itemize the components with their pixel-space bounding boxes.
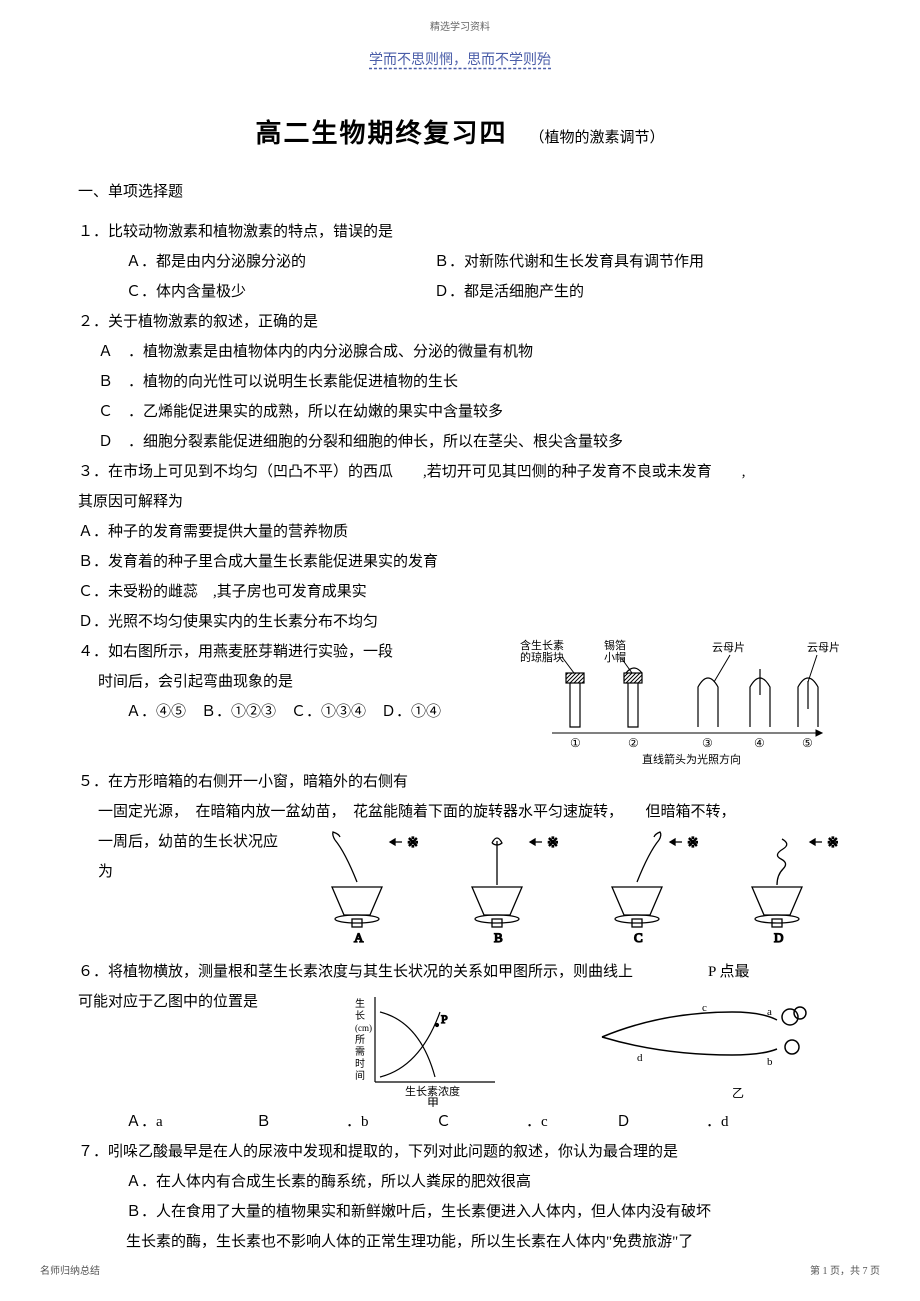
- q4-stem1: ４．如右图所示，用燕麦胚芽鞘进行实验，一段: [78, 637, 512, 667]
- q2-opt-b: Ｂ ．植物的向光性可以说明生长素能促进植物的生长: [78, 367, 842, 397]
- q3-stem: ３．在市场上可见到不均匀（凹凸不平）的西瓜 ,若切开可见其凹侧的种子发育不良或未…: [78, 457, 842, 487]
- title-sub: （植物的激素调节）: [530, 130, 665, 146]
- q6-opt-d: Ｄ ．d: [616, 1107, 729, 1137]
- q1-opt-c: Ｃ．体内含量极少: [126, 277, 386, 307]
- question-1: １．比较动物激素和植物激素的特点，错误的是 Ａ．都是由内分泌腺分泌的 Ｂ．对新陈…: [78, 217, 842, 307]
- q1-opt-b: Ｂ．对新陈代谢和生长发育具有调节作用: [434, 247, 704, 277]
- svg-text:需: 需: [355, 1046, 365, 1058]
- q3-opt-c: Ｃ．未受粉的雌蕊 ,其子房也可发育成果实: [78, 577, 842, 607]
- svg-text:①: ①: [570, 736, 581, 750]
- q3-opt-d: Ｄ．光照不均匀使果实内的生长素分布不均匀: [78, 607, 842, 637]
- question-6: ６．将植物横放，测量根和茎生长素浓度与其生长状况的关系如甲图所示，则曲线上 P …: [78, 957, 842, 1137]
- q2-stem: ２．关于植物激素的叙述，正确的是: [78, 307, 842, 337]
- q7-opt-a: Ａ．在人体内有合成生长素的酶系统，所以人粪尿的肥效很高: [78, 1167, 842, 1197]
- svg-text:a: a: [767, 1006, 772, 1018]
- svg-text:长: 长: [355, 1010, 365, 1022]
- q5-stem2: 一固定光源， 在暗箱内放一盆幼苗， 花盆能随着下面的旋转器水平匀速旋转， 但暗箱…: [78, 797, 842, 827]
- svg-text:所: 所: [355, 1034, 365, 1046]
- title-main: 高二生物期终复习四: [255, 119, 507, 148]
- q7-opt-b2: 生长素的酶，生长素也不影响人体的正常生理功能，所以生长素在人体内"免费旅游"了: [78, 1227, 842, 1257]
- question-4: ４．如右图所示，用燕麦胚芽鞘进行实验，一段 时间后，会引起弯曲现象的是 Ａ．④⑤…: [78, 637, 842, 767]
- q3-stem2: 其原因可解释为: [78, 487, 842, 517]
- svg-text:含生长素: 含生长素: [520, 638, 564, 652]
- q4-stem2: 时间后，会引起弯曲现象的是: [78, 667, 512, 697]
- q4-figure: 含生长素 的琼脂块 锡箔 小帽 云母片 云母片: [512, 637, 842, 767]
- svg-text:D: D: [774, 930, 783, 945]
- svg-text:时: 时: [355, 1058, 365, 1070]
- svg-text:C: C: [634, 930, 643, 945]
- svg-text:※: ※: [407, 836, 419, 851]
- svg-text:A: A: [354, 930, 364, 945]
- svg-text:b: b: [767, 1056, 773, 1068]
- svg-text:c: c: [702, 1002, 707, 1014]
- question-5: ５．在方形暗箱的右侧开一小窗，暗箱外的右侧有 一固定光源， 在暗箱内放一盆幼苗，…: [78, 767, 842, 947]
- svg-text:小帽: 小帽: [604, 651, 626, 664]
- motto: 学而不思则惘，思而不学则殆: [78, 49, 842, 69]
- q1-opt-d: Ｄ．都是活细胞产生的: [434, 277, 584, 307]
- svg-text:甲: 甲: [427, 1096, 439, 1107]
- question-2: ２．关于植物激素的叙述，正确的是 Ａ ．植物激素是由植物体内的内分泌腺合成、分泌…: [78, 307, 842, 457]
- q3-opt-a: Ａ．种子的发育需要提供大量的营养物质: [78, 517, 842, 547]
- svg-text:②: ②: [628, 736, 639, 750]
- svg-text:※: ※: [687, 836, 699, 851]
- q6-figure-right: c a d b 乙: [582, 987, 842, 1107]
- footer-left: 名师归纳总结: [40, 1262, 100, 1277]
- q2-opt-a: Ａ ．植物激素是由植物体内的内分泌腺合成、分泌的微量有机物: [78, 337, 842, 367]
- q1-opt-a: Ａ．都是由内分泌腺分泌的: [126, 247, 386, 277]
- svg-text:※: ※: [827, 836, 839, 851]
- svg-text:的琼脂块: 的琼脂块: [520, 650, 564, 664]
- q4-opts: Ａ．④⑤ Ｂ．①②③ Ｃ．①③④ Ｄ．①④: [78, 697, 512, 727]
- svg-text:云母片: 云母片: [712, 641, 745, 654]
- svg-text:乙: 乙: [732, 1086, 744, 1100]
- svg-text:P: P: [441, 1012, 448, 1026]
- svg-text:B: B: [494, 930, 503, 945]
- q5-stem3: 一周后，幼苗的生长状况应为: [78, 827, 282, 947]
- question-3: ３．在市场上可见到不均匀（凹凸不平）的西瓜 ,若切开可见其凹侧的种子发育不良或未…: [78, 457, 842, 637]
- svg-text:d: d: [637, 1052, 643, 1064]
- svg-text:云母片: 云母片: [807, 641, 840, 654]
- q6-stem: ６．将植物横放，测量根和茎生长素浓度与其生长状况的关系如甲图所示，则曲线上 P …: [78, 957, 842, 987]
- q1-stem: １．比较动物激素和植物激素的特点，错误的是: [78, 217, 842, 247]
- q6-figure-left: P 生 长 (cm) 所 需 时 间 生长素浓度 甲: [345, 987, 515, 1107]
- svg-text:※: ※: [547, 836, 559, 851]
- svg-text:锡箔: 锡箔: [604, 638, 626, 652]
- question-7: ７．吲哚乙酸最早是在人的尿液中发现和提取的，下列对此问题的叙述，你认为最合理的是…: [78, 1137, 842, 1257]
- svg-text:⑤: ⑤: [802, 736, 813, 750]
- q6-opt-c: Ｃ ．c: [436, 1107, 616, 1137]
- q7-opt-b1: Ｂ．人在食用了大量的植物果实和新鲜嫩叶后，生长素便进入人体内，但人体内没有破坏: [78, 1197, 842, 1227]
- svg-text:③: ③: [702, 736, 713, 750]
- svg-text:④: ④: [754, 736, 765, 750]
- q2-opt-c: Ｃ ．乙烯能促进果实的成熟，所以在幼嫩的果实中含量较多: [78, 397, 842, 427]
- svg-text:(cm): (cm): [355, 1023, 372, 1033]
- top-label: 精选学习资料: [78, 0, 842, 33]
- svg-text:直线箭头为光照方向: 直线箭头为光照方向: [642, 752, 741, 766]
- q5-stem1: ５．在方形暗箱的右侧开一小窗，暗箱外的右侧有: [78, 767, 842, 797]
- q7-stem: ７．吲哚乙酸最早是在人的尿液中发现和提取的，下列对此问题的叙述，你认为最合理的是: [78, 1137, 842, 1167]
- q3-opt-b: Ｂ．发育着的种子里合成大量生长素能促进果实的发育: [78, 547, 842, 577]
- title-row: 高二生物期终复习四 （植物的激素调节）: [78, 113, 842, 150]
- footer-right: 第 1 页，共 7 页: [810, 1262, 880, 1277]
- q2-opt-d: Ｄ ．细胞分裂素能促进细胞的分裂和细胞的伸长，所以在茎尖、根尖含量较多: [78, 427, 842, 457]
- q6-stem2: 可能对应于乙图中的位置是: [78, 987, 278, 1017]
- q6-opt-b: Ｂ ．b: [256, 1107, 436, 1137]
- svg-text:生: 生: [355, 997, 365, 1010]
- q5-figure: ※ A ※ B: [282, 827, 842, 947]
- q6-opt-a: Ａ．a: [126, 1107, 256, 1137]
- svg-text:间: 间: [355, 1069, 365, 1082]
- section-heading: 一、单项选择题: [78, 180, 842, 201]
